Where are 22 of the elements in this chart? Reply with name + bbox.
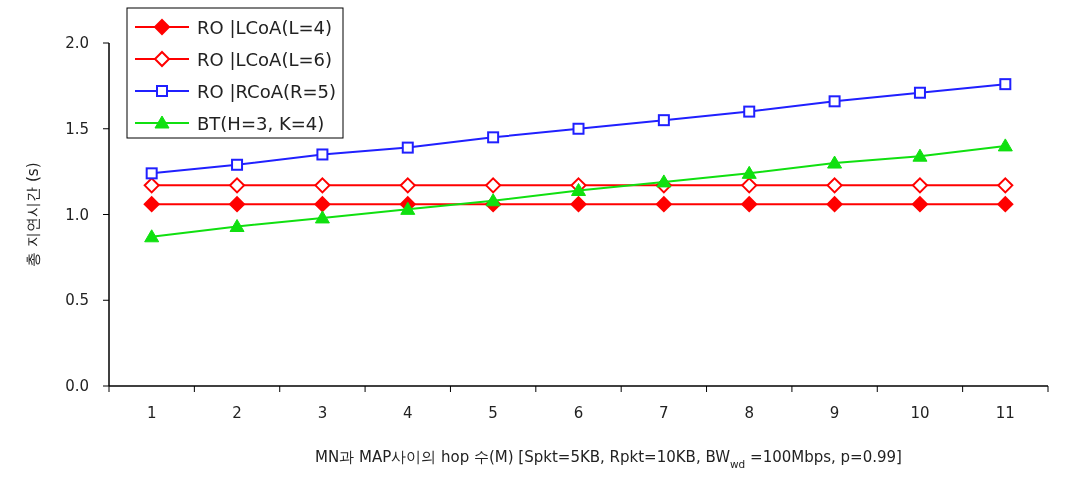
x-tick-label: 1 — [146, 404, 157, 422]
y-tick-label: 2.0 — [65, 34, 89, 52]
x-tick-label: 11 — [995, 404, 1015, 422]
x-tick-label: 7 — [659, 404, 669, 422]
legend-label: RO |RCoA(R=5) — [197, 81, 337, 102]
x-tick-label: 3 — [317, 404, 328, 422]
x-tick-label: 4 — [403, 404, 413, 422]
legend-label: RO |LCoA(L=6) — [197, 49, 332, 70]
y-tick-label: 0.0 — [65, 377, 89, 395]
legend-label: BT(H=3, K=4) — [197, 113, 325, 134]
x-tick-label: 2 — [232, 404, 242, 422]
x-tick-label: 6 — [573, 404, 584, 422]
y-tick-label: 1.5 — [65, 119, 89, 138]
x-axis-title: MN과 MAP사이의 hop 수(M) [Spkt=5KB, Rpkt=10KB, BW$_{wd}$ =100Mbps, p=0.99] — [315, 448, 902, 470]
y-tick-label: 1.0 — [65, 205, 89, 224]
x-tick-label: 8 — [744, 404, 754, 422]
x-tick-label: 10 — [910, 404, 930, 422]
x-tick-label: 9 — [829, 404, 840, 422]
x-tick-label: 5 — [488, 404, 498, 422]
y-tick-label: 0.5 — [65, 291, 89, 310]
y-axis-title: 총 지연시간 (s) — [24, 162, 42, 267]
legend-label: RO |LCoA(L=4) — [197, 17, 332, 38]
